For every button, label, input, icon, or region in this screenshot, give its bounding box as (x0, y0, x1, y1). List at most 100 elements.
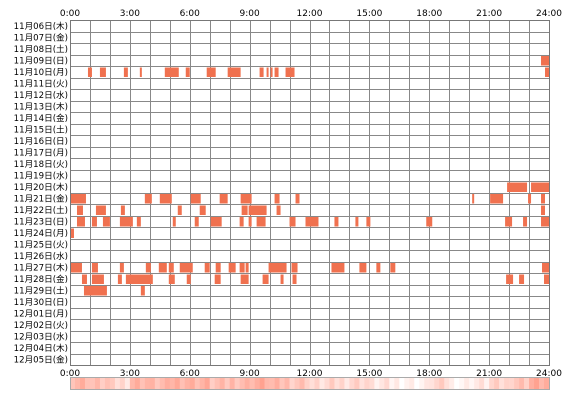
strip-cell (179, 377, 186, 389)
activity-bar (95, 205, 106, 215)
activity-bar (76, 205, 83, 215)
activity-bar (528, 194, 532, 204)
row-date-label: 11月27日(木) (14, 262, 68, 274)
activity-bar (102, 217, 110, 227)
activity-bar (145, 263, 151, 273)
x-tick-label-bottom: 21:00 (476, 369, 502, 379)
strip-cell (409, 377, 415, 389)
strip-cell (99, 377, 106, 389)
summary-strip-frame (70, 377, 550, 390)
activity-bar (507, 182, 528, 192)
activity-bar (186, 274, 191, 284)
strip-cell (269, 377, 275, 389)
activity-bar (541, 56, 549, 66)
strip-cell (249, 377, 255, 389)
strip-cell (264, 377, 270, 389)
activity-bar (99, 67, 106, 77)
activity-bar (506, 274, 514, 284)
activity-bars (70, 56, 549, 296)
row-date-label: 11月30日(日) (14, 297, 68, 308)
activity-bar (228, 263, 236, 273)
activity-bar (123, 67, 128, 77)
activity-bar (210, 217, 222, 227)
strip-cell (539, 377, 545, 389)
activity-bar (81, 274, 87, 284)
strip-cell (234, 377, 240, 389)
strip-cell (459, 377, 465, 389)
strip-cell (444, 377, 450, 389)
activity-bar (259, 67, 264, 77)
row-date-label: 11月06日(木) (14, 20, 68, 32)
strip-cell (294, 377, 300, 389)
activity-bar (87, 67, 92, 77)
activity-bar (472, 194, 475, 204)
activity-bar (239, 263, 245, 273)
strip-cell (259, 377, 265, 389)
activity-bar (266, 67, 269, 77)
strip-cell (344, 377, 350, 389)
strip-cell (354, 377, 360, 389)
activity-bar (541, 194, 546, 204)
strip-cell (499, 377, 505, 389)
strip-cell (189, 377, 196, 389)
activity-bar (531, 182, 549, 192)
activity-bar (305, 217, 319, 227)
activity-bar (190, 194, 201, 204)
strip-cell (159, 377, 166, 389)
activity-bar (70, 228, 74, 238)
activity-bar (119, 217, 133, 227)
row-date-label: 12月02日(火) (14, 320, 68, 331)
activity-bar (544, 274, 549, 284)
row-date-label: 11月20日(木) (14, 181, 68, 193)
activity-bar (70, 194, 86, 204)
strip-cell (479, 377, 485, 389)
x-tick-label: 0:00 (60, 9, 80, 19)
strip-cell (149, 377, 156, 389)
activity-bar (239, 217, 244, 227)
activity-bar (159, 194, 172, 204)
strip-cell (399, 377, 405, 389)
y-axis-date-labels: 11月06日(木)11月07日(金)11月08日(土)11月09日(日)11月1… (14, 20, 68, 366)
row-date-label: 12月03日(水) (14, 331, 68, 343)
strip-cell (369, 377, 375, 389)
activity-bar (119, 263, 124, 273)
strip-cell (84, 377, 91, 389)
activity-bar (227, 67, 241, 77)
activity-bar (355, 217, 359, 227)
activity-bar (240, 274, 249, 284)
x-tick-label-bottom: 12:00 (297, 369, 323, 379)
activity-bar (144, 194, 152, 204)
strip-cell (374, 377, 380, 389)
activity-bar (172, 217, 176, 227)
strip-cell (334, 377, 340, 389)
activity-bar (185, 67, 190, 77)
activity-bar (245, 263, 249, 273)
strip-cell (139, 377, 146, 389)
x-tick-label: 6:00 (180, 9, 200, 19)
activity-bar (519, 274, 525, 284)
strip-cell (509, 377, 515, 389)
x-tick-label-bottom: 9:00 (240, 369, 260, 379)
chart-grid (70, 20, 550, 366)
activity-bar (179, 263, 193, 273)
activity-bar (274, 67, 279, 77)
strip-cell (324, 377, 330, 389)
strip-cell (449, 377, 455, 389)
activity-bar (359, 263, 367, 273)
x-tick-label: 3:00 (120, 9, 140, 19)
strip-cell (429, 377, 435, 389)
summary-strip (70, 377, 550, 389)
x-tick-label-bottom: 18:00 (416, 369, 442, 379)
strip-cell (309, 377, 315, 389)
strip-cell (544, 377, 550, 389)
activity-bar (268, 263, 287, 273)
strip-cell (474, 377, 480, 389)
strip-cell (424, 377, 430, 389)
activity-bar (164, 67, 179, 77)
strip-cell (79, 377, 86, 389)
activity-bar (376, 263, 381, 273)
activity-bar (91, 263, 98, 273)
activity-bar (91, 217, 97, 227)
activity-bar (240, 194, 252, 204)
